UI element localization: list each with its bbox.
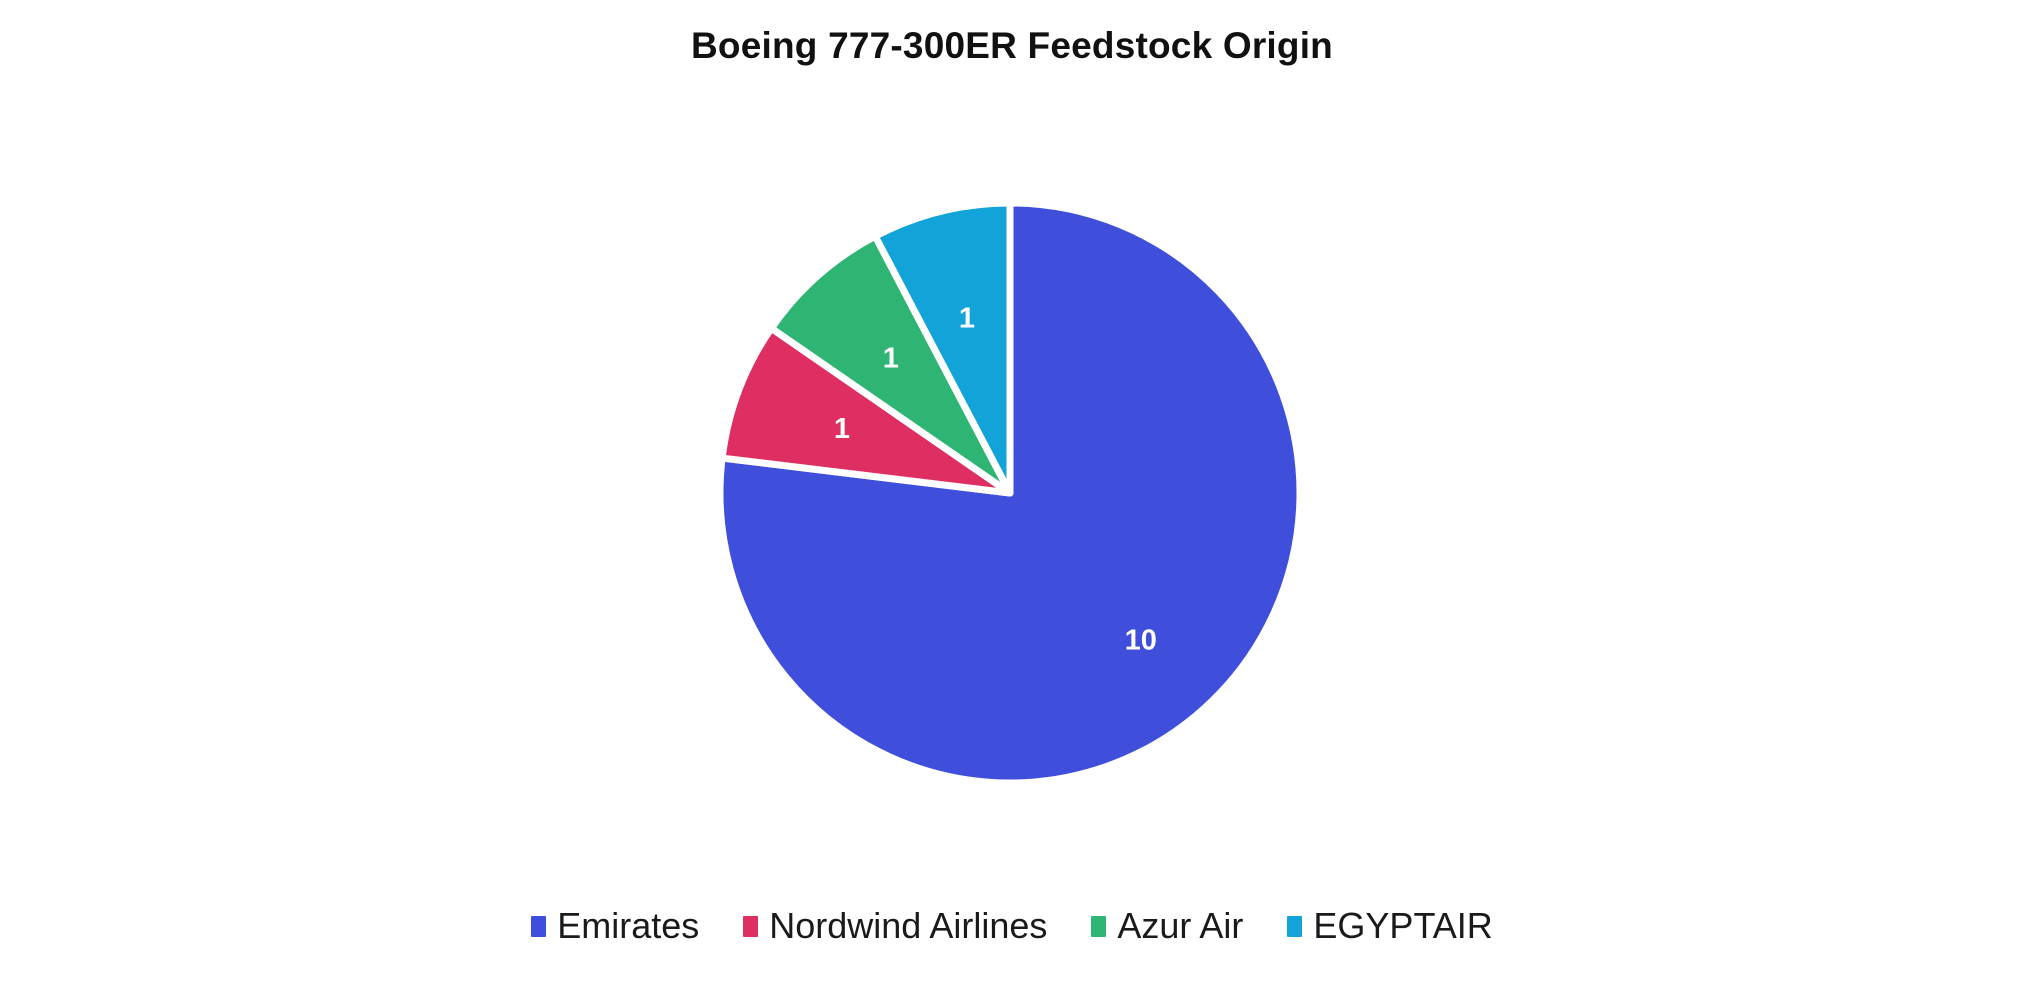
pie-slices-group xyxy=(716,199,1304,787)
legend-item[interactable]: EGYPTAIR xyxy=(1287,905,1493,946)
pie-slice[interactable] xyxy=(767,232,1014,497)
pie-slice-value-label: 1 xyxy=(883,342,899,374)
pie-slice-value-label: 1 xyxy=(834,413,850,445)
legend-item-label: Azur Air xyxy=(1117,905,1244,946)
legend-swatch-icon xyxy=(1287,915,1303,937)
pie-slice[interactable] xyxy=(871,199,1014,497)
pie-slice[interactable] xyxy=(718,324,1014,497)
legend-item[interactable]: Azur Air xyxy=(1091,908,1243,944)
legend-item[interactable]: Emirates xyxy=(531,908,699,944)
legend-item[interactable]: Nordwind Airlines xyxy=(743,908,1047,944)
legend-swatch-icon xyxy=(743,915,759,937)
chart-legend: Emirates Nordwind Airlines Azur Air EGYPTAI… xyxy=(0,908,2024,944)
pie-slice-labels-group: 10 1 1 1 xyxy=(834,302,1157,656)
legend-item-label: Nordwind Airlines xyxy=(769,905,1048,946)
legend-item-label: Emirates xyxy=(557,905,700,946)
chart-title: Boeing 777-300ER Feedstock Origin xyxy=(691,25,1333,66)
legend-item-label: EGYPTAIR xyxy=(1313,905,1493,946)
legend-swatch-icon xyxy=(1091,915,1107,937)
legend-swatch-icon xyxy=(531,915,547,937)
pie-slice-value-label: 10 xyxy=(1125,625,1157,657)
pie-slice-value-label: 1 xyxy=(959,302,975,334)
